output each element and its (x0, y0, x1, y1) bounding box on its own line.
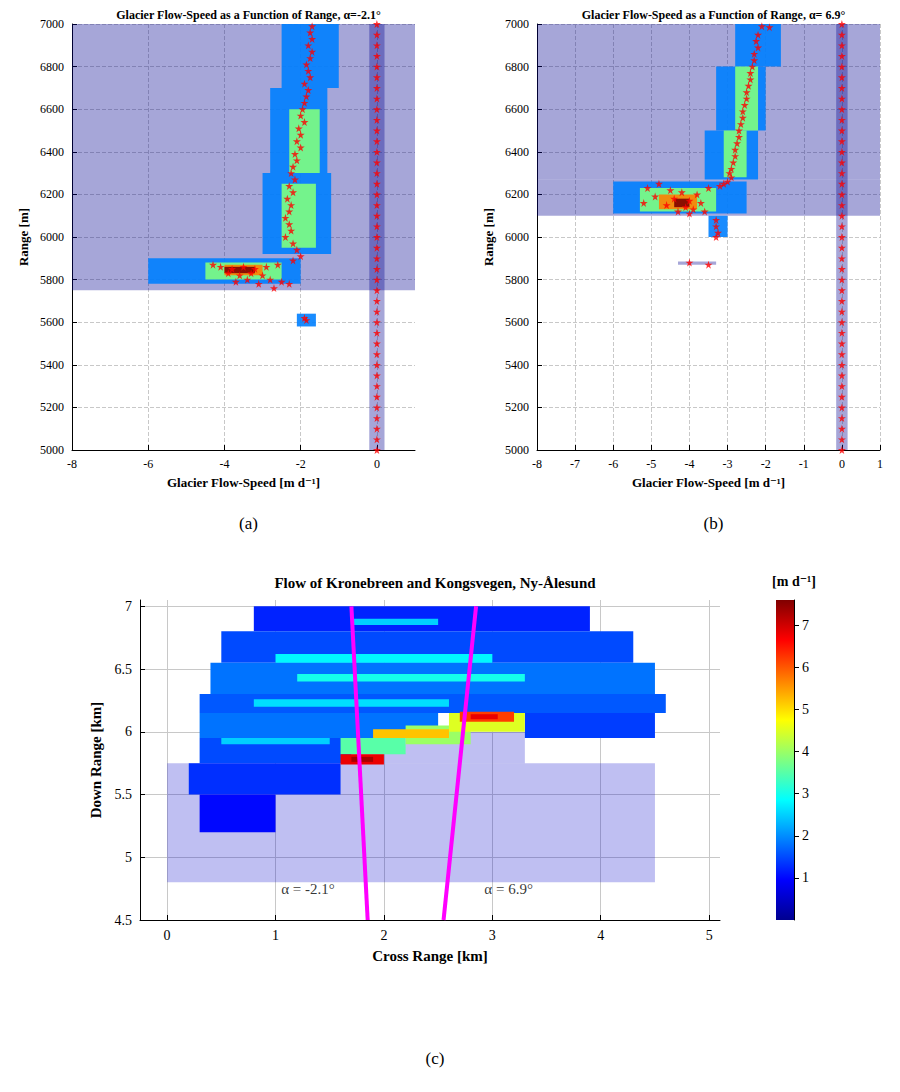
svg-text:Down Range [km]: Down Range [km] (88, 702, 104, 819)
svg-text:5000: 5000 (40, 443, 64, 457)
svg-text:5400: 5400 (505, 358, 529, 372)
svg-text:Range [m]: Range [m] (16, 208, 31, 266)
svg-text:7000: 7000 (505, 17, 529, 31)
svg-text:5400: 5400 (40, 358, 64, 372)
svg-text:6600: 6600 (505, 102, 529, 116)
svg-text:4: 4 (802, 744, 809, 759)
svg-text:5200: 5200 (40, 400, 64, 414)
svg-text:Glacier Flow-Speed as a Functi: Glacier Flow-Speed as a Function of Rang… (116, 8, 381, 22)
svg-text:6600: 6600 (40, 102, 64, 116)
svg-text:-1: -1 (799, 457, 809, 471)
svg-text:-2: -2 (296, 457, 306, 471)
svg-text:Flow of Kronebreen and Kongsve: Flow of Kronebreen and Kongsvegen, Ny-Ål… (274, 575, 596, 591)
svg-text:6400: 6400 (40, 145, 64, 159)
svg-text:4.5: 4.5 (115, 913, 133, 928)
svg-text:-6: -6 (143, 457, 153, 471)
svg-text:6800: 6800 (40, 60, 64, 74)
svg-text:6200: 6200 (505, 187, 529, 201)
svg-text:-2: -2 (761, 457, 771, 471)
svg-text:0: 0 (839, 457, 845, 471)
svg-text:Glacier Flow-Speed [m d⁻¹]: Glacier Flow-Speed [m d⁻¹] (632, 475, 785, 490)
svg-text:0: 0 (374, 457, 380, 471)
svg-text:6000: 6000 (40, 230, 64, 244)
svg-text:-8: -8 (67, 457, 77, 471)
svg-text:Cross Range [km]: Cross Range [km] (372, 948, 488, 964)
svg-text:3: 3 (802, 786, 809, 801)
svg-text:-7: -7 (570, 457, 580, 471)
svg-text:6000: 6000 (505, 230, 529, 244)
svg-text:α = -2.1°: α = -2.1° (281, 881, 335, 897)
svg-text:7: 7 (125, 599, 132, 614)
svg-text:5600: 5600 (40, 315, 64, 329)
svg-text:5800: 5800 (505, 273, 529, 287)
svg-text:-6: -6 (608, 457, 618, 471)
svg-text:6: 6 (802, 660, 809, 675)
svg-text:6400: 6400 (505, 145, 529, 159)
svg-text:α = 6.9°: α = 6.9° (484, 881, 533, 897)
svg-text:0: 0 (164, 928, 171, 943)
svg-text:(c): (c) (426, 1049, 445, 1068)
svg-text:1: 1 (272, 928, 279, 943)
svg-text:3: 3 (489, 928, 496, 943)
svg-text:4: 4 (597, 928, 604, 943)
svg-text:1: 1 (877, 457, 883, 471)
svg-text:7000: 7000 (40, 17, 64, 31)
svg-text:-5: -5 (646, 457, 656, 471)
svg-text:5: 5 (706, 928, 713, 943)
svg-text:6200: 6200 (40, 187, 64, 201)
svg-text:7: 7 (802, 618, 809, 633)
svg-text:Glacier Flow-Speed [m d⁻¹]: Glacier Flow-Speed [m d⁻¹] (167, 475, 320, 490)
svg-text:-4: -4 (684, 457, 694, 471)
svg-text:2: 2 (380, 928, 387, 943)
svg-text:-3: -3 (723, 457, 733, 471)
svg-text:6800: 6800 (505, 60, 529, 74)
svg-text:5200: 5200 (505, 400, 529, 414)
svg-text:-8: -8 (532, 457, 542, 471)
svg-text:2: 2 (802, 828, 809, 843)
svg-text:5000: 5000 (505, 443, 529, 457)
svg-text:1: 1 (802, 870, 809, 885)
svg-text:Range [m]: Range [m] (481, 208, 496, 266)
svg-text:6: 6 (125, 724, 132, 739)
svg-text:5800: 5800 (40, 273, 64, 287)
svg-text:(a): (a) (239, 514, 258, 533)
svg-text:5.5: 5.5 (115, 787, 133, 802)
svg-text:5: 5 (802, 702, 809, 717)
svg-text:Glacier Flow-Speed as a Functi: Glacier Flow-Speed as a Function of Rang… (582, 8, 846, 22)
svg-text:[m d⁻¹]: [m d⁻¹] (772, 574, 816, 589)
svg-text:6.5: 6.5 (115, 662, 133, 677)
svg-text:5: 5 (125, 850, 132, 865)
svg-text:(b): (b) (704, 514, 724, 533)
svg-text:5600: 5600 (505, 315, 529, 329)
svg-text:-4: -4 (219, 457, 229, 471)
